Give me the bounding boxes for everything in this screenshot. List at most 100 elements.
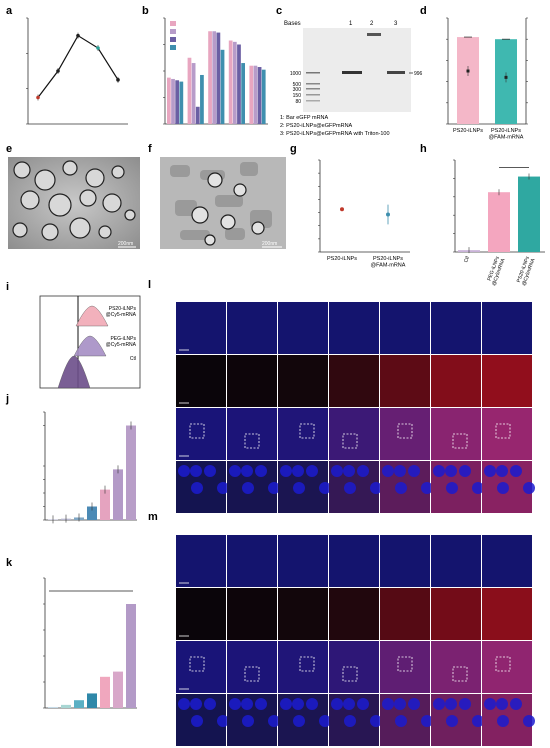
b-bar (241, 63, 245, 124)
b-bar (171, 78, 175, 124)
ladder-band (306, 94, 320, 96)
tem-vesicle (207, 172, 223, 188)
g-point (340, 207, 344, 212)
i-series-label: PS20-iLNPs @Cy5-mRNA (106, 306, 137, 318)
b-bar (253, 65, 258, 124)
i-histogram-peak (75, 305, 109, 327)
micro-zoom-box (452, 433, 468, 449)
micro-nucleus (472, 715, 484, 727)
ladder-band (306, 83, 320, 85)
tem-patch (225, 228, 245, 240)
chart-a-ee-vs-np (26, 17, 128, 125)
micro-nucleus (357, 698, 369, 710)
gel-legend-3: 3: PS20-iLNPs@eGFPmRNA with Triton-100 (280, 131, 390, 137)
gel-band-lane-3 (387, 71, 405, 74)
b-legend-swatch (170, 37, 176, 42)
panel-letter-l: l (148, 279, 151, 291)
gel-legend-1: 1: Bar eGFP mRNA (280, 115, 329, 121)
tem-vesicle (12, 222, 28, 238)
a-point (116, 78, 120, 82)
panel-letter-a: a (6, 5, 13, 17)
b-bar (257, 67, 262, 124)
micro-nucleus (497, 482, 509, 494)
panel-letter-i: i (6, 281, 9, 293)
b-bar (195, 106, 200, 124)
tem-patch (175, 200, 197, 216)
micro-image-tile (227, 535, 277, 587)
b-bar (261, 69, 266, 124)
micro-zoom-box (189, 656, 205, 672)
micro-nucleus (217, 482, 229, 494)
micro-nucleus (268, 715, 280, 727)
micro-image-tile (176, 355, 226, 407)
micro-nucleus (382, 465, 394, 477)
k-bar (126, 604, 136, 708)
micro-nucleus (331, 465, 343, 477)
micro-image-tile (278, 641, 328, 693)
micro-nucleus (204, 698, 216, 710)
micro-nucleus (178, 465, 190, 477)
b-legend-swatch (170, 45, 176, 50)
micro-nucleus (293, 482, 305, 494)
tem-vesicle (62, 160, 78, 176)
j-bar (87, 506, 97, 520)
micro-nucleus (472, 482, 484, 494)
j-bar (126, 425, 136, 520)
chart-d-diameter-pdi: PS20-iLNPs PS20-iLNPs @FAM-mRNA (446, 17, 528, 141)
tem-vesicle (69, 217, 91, 239)
micro-nucleus (241, 698, 253, 710)
micro-image-tile (482, 302, 532, 354)
b-bar (212, 31, 217, 124)
micro-image-tile (278, 535, 328, 587)
b-bar (200, 74, 204, 124)
tem-vesicle (204, 234, 216, 246)
gel-title: Bases (284, 21, 301, 27)
micro-image-tile (431, 408, 481, 460)
micro-image-tile (482, 641, 532, 693)
micro-nucleus (433, 698, 445, 710)
micro-zoom-box (397, 656, 413, 672)
micro-nucleus (190, 698, 202, 710)
b-bar (228, 40, 233, 124)
b-bar (191, 63, 196, 124)
tem-patch (215, 195, 243, 207)
micro-nucleus (394, 465, 406, 477)
tem-vesicle (220, 214, 236, 230)
micro-zoom-box (495, 656, 511, 672)
micro-nucleus (306, 465, 318, 477)
micro-image-tile (380, 302, 430, 354)
micro-nucleus (229, 465, 241, 477)
micro-nucleus (459, 698, 471, 710)
micro-image-tile (176, 302, 226, 354)
tem-vesicle (34, 169, 56, 191)
micro-image-tile (482, 408, 532, 460)
chart-i-flow: PS20-iLNPs @Cy5-mRNA PEG-iLNPs @Cy5-mRNA Ctl (39, 295, 141, 389)
micro-zoom-box (299, 656, 315, 672)
micro-nucleus (191, 715, 203, 727)
ladder-band (306, 100, 320, 102)
micro-nucleus (445, 465, 457, 477)
micro-nucleus (190, 465, 202, 477)
chart-c-gel: Bases 1 2 3 1000 500 300 150 80 996 1: B… (280, 21, 423, 137)
b-legend-swatch (170, 29, 176, 34)
micro-nucleus (268, 482, 280, 494)
a-point (36, 95, 40, 100)
panel-letter-g: g (290, 143, 297, 155)
tem-vesicle (191, 206, 209, 224)
micro-nucleus (382, 698, 394, 710)
panel-letter-j: j (5, 393, 9, 405)
micro-nucleus (445, 698, 457, 710)
micro-image-tile (380, 641, 430, 693)
micro-image-tile (380, 408, 430, 460)
d-bar (457, 37, 479, 124)
micro-nucleus (319, 715, 331, 727)
d-pdi-point (466, 69, 470, 73)
tem-vesicle (102, 193, 122, 213)
h-xtick-label: Ctl (463, 256, 471, 264)
tem-e-scale-label: 200nm (118, 241, 133, 247)
micro-nucleus (433, 465, 445, 477)
k-bar (74, 700, 84, 708)
panel-letter-c: c (276, 5, 282, 17)
micro-image-tile (227, 588, 277, 640)
tem-patch (240, 162, 258, 176)
